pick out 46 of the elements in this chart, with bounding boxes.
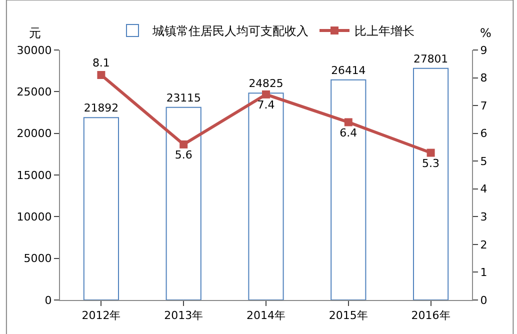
y2-tick-label: 9 [480, 44, 488, 57]
bar [248, 92, 284, 300]
y-tick-label: 25000 [16, 86, 52, 99]
y-tick-label: 0 [44, 294, 52, 307]
y-tick-label: 30000 [16, 44, 52, 57]
x-tick-label: 2015年 [328, 309, 368, 322]
point [344, 118, 352, 126]
y2-tick-label: 6 [480, 127, 488, 140]
y2-tick-label: 5 [480, 154, 488, 168]
legend-label: 比上年增长 [354, 24, 414, 38]
y2-tick-label: 2 [480, 238, 488, 252]
data-label: 6.4 [340, 126, 358, 140]
point [262, 90, 270, 98]
point [180, 140, 188, 148]
y2-tick-label: 0 [480, 294, 488, 307]
y2-tick-label: 1 [480, 266, 488, 280]
x-tick-label: 2014年 [246, 309, 286, 322]
y2-axis-title: % [480, 26, 492, 40]
y2-tick-label: 7 [480, 99, 488, 112]
x-tick-label: 2012年 [82, 309, 121, 322]
data-label: 27801 [414, 52, 448, 66]
point [97, 71, 106, 79]
data-label: 5.3 [422, 157, 440, 170]
bar [413, 68, 449, 300]
y-axis-title: 元 [29, 26, 41, 40]
bar [330, 79, 366, 300]
data-label: 5.6 [174, 148, 192, 162]
bar [166, 106, 202, 300]
y-tick-label: 10000 [16, 210, 52, 224]
y-tick-label: 5000 [24, 252, 52, 266]
y2-tick-label: 8 [480, 72, 488, 85]
x-tick-label: 2013年 [164, 309, 204, 322]
bar [83, 117, 119, 300]
point [426, 148, 435, 157]
data-label: 24825 [248, 77, 284, 90]
y2-tick-label: 4 [480, 182, 488, 196]
y-tick-label: 15000 [16, 168, 52, 182]
data-label: 7.4 [257, 98, 275, 112]
x-tick-label: 2016年 [411, 309, 450, 322]
data-label: 8.1 [92, 56, 110, 70]
data-label: 23115 [166, 91, 201, 104]
data-label: 26414 [331, 64, 366, 77]
data-label: 21892 [84, 102, 118, 115]
y-tick-label: 20000 [16, 127, 52, 140]
y2-tick-label: 3 [480, 210, 488, 224]
legend-label: 城镇常住居民人均可支配收入 [152, 24, 308, 38]
